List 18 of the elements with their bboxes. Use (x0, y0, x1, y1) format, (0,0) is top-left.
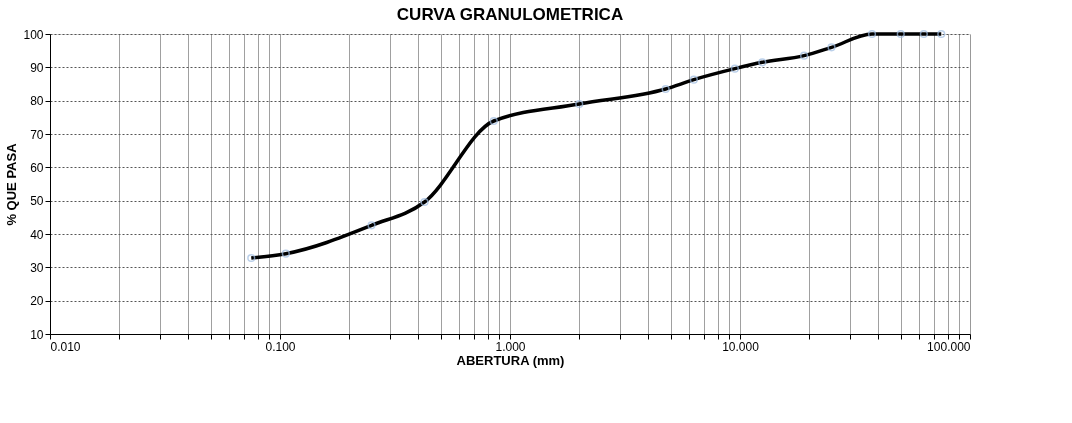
y-tick-label: 80 (30, 94, 44, 109)
x-tick-label: 1.000 (495, 339, 526, 354)
x-axis-title: ABERTURA (mm) (456, 352, 565, 368)
x-tick-label: 100.000 (927, 339, 971, 354)
y-tick-label: 100 (23, 27, 44, 42)
y-tick-label: 40 (30, 227, 44, 242)
y-tick-label: 70 (30, 127, 44, 142)
y-tick-label: 90 (30, 60, 44, 75)
y-axis-title: % QUE PASA (4, 142, 20, 226)
y-tick-label: 50 (30, 194, 44, 209)
x-tick-label: 10.000 (722, 339, 760, 354)
y-tick-label: 60 (30, 160, 44, 175)
y-tick-label: 10 (30, 327, 44, 342)
chart-title: CURVA GRANULOMETRICA (396, 4, 624, 24)
y-tick-label: 20 (30, 294, 44, 309)
y-tick-label: 30 (30, 260, 44, 275)
x-tick-label: 0.010 (50, 339, 81, 354)
x-tick-label: 0.100 (265, 339, 296, 354)
